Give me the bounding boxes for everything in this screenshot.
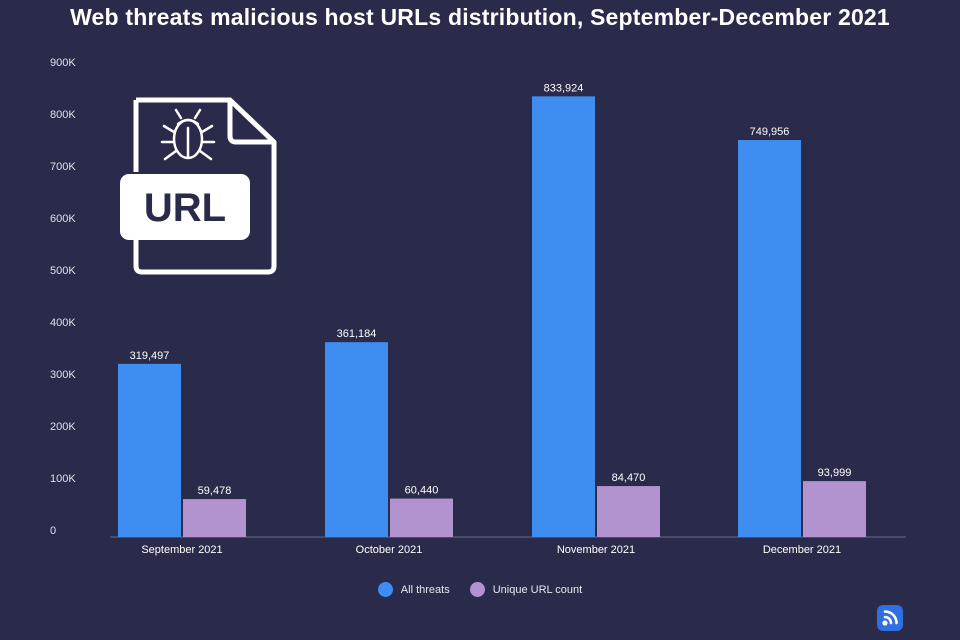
x-tick-label-october-2021: October 2021 (356, 544, 423, 556)
x-tick-label-november-2021: November 2021 (557, 544, 635, 556)
bar-unique-url-count-december-2021 (803, 481, 866, 537)
legend-label-all-threats: All threats (400, 583, 450, 596)
y-tick-label: 400K (50, 317, 76, 329)
y-tick-label: 600K (50, 213, 76, 225)
y-tick-label: 300K (50, 369, 76, 381)
bar-all-threats-september-2021 (118, 363, 181, 537)
url-file-bug-icon: URL (118, 94, 280, 278)
data-label-unique-url-count-september-2021: 59,478 (198, 485, 232, 497)
bar-all-threats-december-2021 (738, 140, 801, 537)
data-label-all-threats-november-2021: 833,924 (544, 82, 584, 94)
legend-item-all-threats: All threats (377, 582, 450, 597)
bar-unique-url-count-november-2021 (597, 486, 660, 537)
legend-swatch-unique-url-count (469, 582, 485, 597)
legend-label-unique-url-count: Unique URL count (492, 583, 583, 596)
url-badge-text: URL (144, 186, 226, 230)
bar-all-threats-october-2021 (325, 342, 388, 537)
y-tick-label: 100K (50, 473, 76, 485)
legend-item-unique-url-count: Unique URL count (469, 582, 583, 597)
y-tick-label: 700K (50, 161, 76, 173)
y-tick-label: 500K (50, 265, 76, 277)
signal-logo-icon (876, 604, 904, 632)
data-label-all-threats-december-2021: 749,956 (750, 126, 790, 138)
y-tick-label: 0 (50, 525, 56, 537)
bar-unique-url-count-october-2021 (390, 498, 453, 537)
data-label-all-threats-september-2021: 319,497 (130, 350, 170, 362)
bar-unique-url-count-september-2021 (183, 499, 246, 537)
x-tick-label-december-2021: December 2021 (763, 544, 841, 556)
x-axis: September 2021 October 2021 November 2021 D… (141, 544, 841, 556)
y-tick-label: 800K (50, 109, 76, 121)
x-tick-label-september-2021: September 2021 (141, 544, 222, 556)
legend-swatch-all-threats (377, 582, 393, 597)
data-label-unique-url-count-november-2021: 84,470 (612, 472, 646, 484)
y-axis: 0 100K 200K 300K 400K 500K 600K 700K 800K 900K (50, 57, 76, 537)
data-label-unique-url-count-december-2021: 93,999 (818, 467, 852, 479)
legend: All threats Unique URL count (0, 582, 960, 597)
data-label-unique-url-count-october-2021: 60,440 (405, 485, 439, 497)
bar-value-labels: 319,497 59,478 361,184 60,440 833,924 84,470 7… (130, 82, 852, 497)
bars (118, 96, 866, 537)
y-tick-label: 900K (50, 57, 76, 69)
chart-title: Web threats malicious host URLs distribu… (70, 4, 890, 30)
y-tick-label: 200K (50, 421, 76, 433)
data-label-all-threats-october-2021: 361,184 (337, 328, 377, 340)
bar-all-threats-november-2021 (532, 96, 595, 537)
